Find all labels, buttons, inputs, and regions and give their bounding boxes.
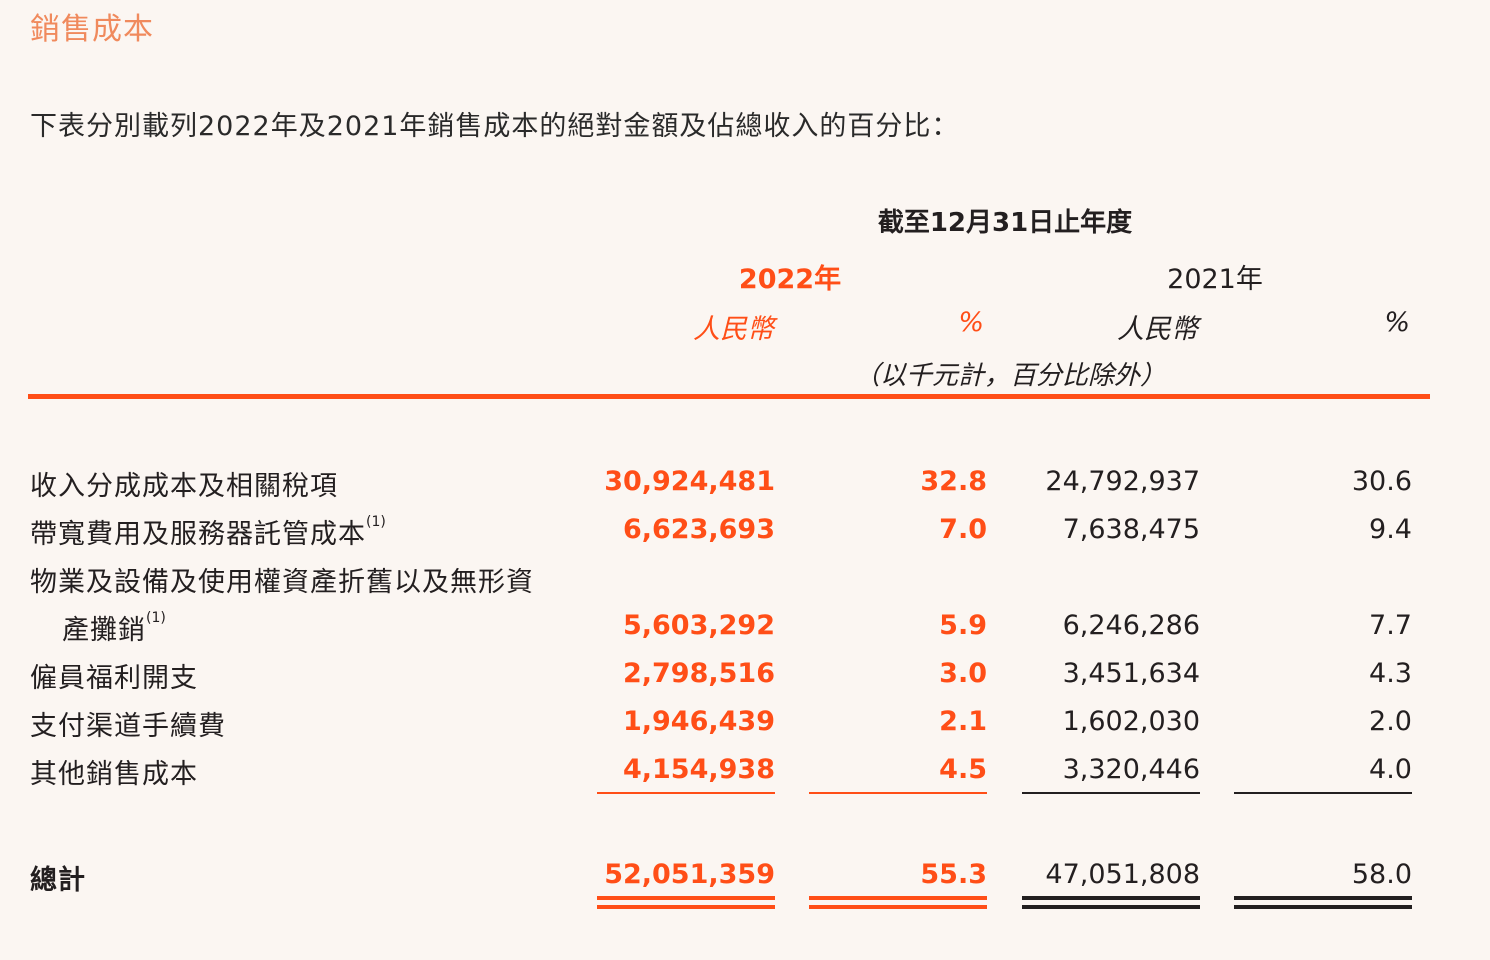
percent-2022: 32.8	[920, 466, 987, 497]
value-2021: 3,320,446	[1062, 754, 1200, 785]
percent-2021: 2.0	[1369, 706, 1412, 737]
value-2022: 2,798,516	[622, 658, 775, 689]
value-2022: 5,603,292	[622, 610, 775, 641]
total-double-underline	[1234, 896, 1412, 900]
percent-2022: 4.5	[939, 754, 987, 785]
footnote-marker: (1)	[366, 514, 386, 530]
total-percent-2022: 55.3	[920, 859, 987, 890]
total-double-underline	[597, 905, 775, 909]
percent-2022: 5.9	[939, 610, 987, 641]
row-label: 物業及設備及使用權資產折舊以及無形資	[30, 567, 534, 598]
currency-2021-header: 人民幣	[1117, 314, 1198, 345]
footnote-marker: (1)	[146, 610, 166, 626]
percent-2022: 7.0	[939, 514, 987, 545]
value-2021: 1,602,030	[1062, 706, 1200, 737]
total-double-underline	[1022, 905, 1200, 909]
total-double-underline	[597, 896, 775, 900]
value-2022: 6,623,693	[622, 514, 775, 545]
row-label: 其他銷售成本	[30, 759, 198, 790]
percent-2021: 30.6	[1351, 466, 1412, 497]
total-double-underline	[809, 896, 987, 900]
subtotal-underline	[597, 792, 775, 794]
value-2021: 6,246,286	[1062, 610, 1200, 641]
total-double-underline	[1234, 905, 1412, 909]
percent-2021: 7.7	[1369, 610, 1412, 641]
page-title: 銷售成本	[30, 12, 154, 47]
total-percent-2021: 58.0	[1351, 859, 1412, 890]
value-2021: 3,451,634	[1062, 658, 1200, 689]
percent-2022: 3.0	[939, 658, 987, 689]
row-label: 收入分成成本及相關稅項	[30, 471, 338, 502]
value-2021: 7,638,475	[1062, 514, 1200, 545]
row-label: 帶寬費用及服務器託管成本(1)	[30, 514, 386, 550]
percent-2022-header: %	[958, 307, 984, 338]
value-2022: 4,154,938	[622, 754, 775, 785]
total-value-2022: 52,051,359	[604, 859, 775, 890]
subtotal-underline	[809, 792, 987, 794]
value-2021: 24,792,937	[1045, 466, 1200, 497]
subtotal-underline	[1234, 792, 1412, 794]
total-label: 總計	[30, 865, 86, 896]
year-2021-header: 2021年	[1167, 264, 1263, 295]
row-label: 支付渠道手續費	[30, 711, 226, 742]
percent-2021-header: %	[1384, 307, 1410, 338]
total-value-2021: 47,051,808	[1045, 859, 1200, 890]
total-double-underline	[1022, 896, 1200, 900]
subtotal-underline	[1022, 792, 1200, 794]
period-header: 截至12月31日止年度	[877, 208, 1133, 238]
total-double-underline	[809, 905, 987, 909]
header-rule	[28, 394, 1430, 399]
row-label: 僱員福利開支	[30, 663, 198, 694]
intro-text: 下表分別載列2022年及2021年銷售成本的絕對金額及佔總收入的百分比：	[30, 111, 960, 142]
value-2022: 30,924,481	[604, 466, 775, 497]
percent-2022: 2.1	[939, 706, 987, 737]
percent-2021: 4.0	[1369, 754, 1412, 785]
year-2022-header: 2022年	[738, 264, 842, 295]
percent-2021: 4.3	[1369, 658, 1412, 689]
percent-2021: 9.4	[1369, 514, 1412, 545]
unit-note: （以千元計，百分比除外）	[853, 361, 1166, 391]
value-2022: 1,946,439	[622, 706, 775, 737]
row-label-continued: 產攤銷(1)	[62, 610, 166, 646]
currency-2022-header: 人民幣	[693, 314, 774, 345]
